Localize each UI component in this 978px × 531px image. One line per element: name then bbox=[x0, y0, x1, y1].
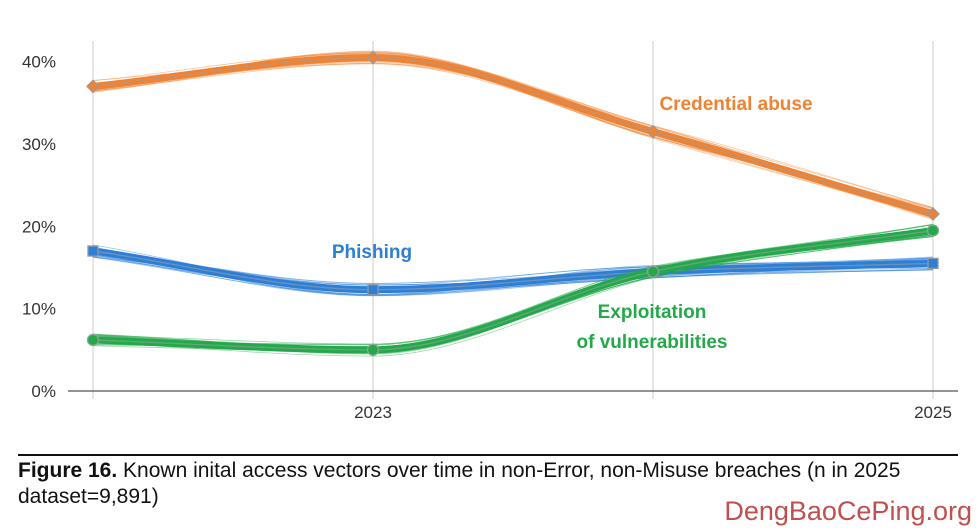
caption-text: Known inital access vectors over time in… bbox=[18, 459, 901, 508]
x-tick-label: 2023 bbox=[354, 403, 392, 422]
y-tick-label: 0% bbox=[31, 382, 56, 401]
uncertainty-line bbox=[92, 53, 934, 209]
uncertainty-line bbox=[92, 53, 934, 218]
uncertainty-line bbox=[92, 234, 934, 352]
series-phishing bbox=[87, 244, 939, 297]
series-line bbox=[89, 227, 937, 354]
series-exploitation-of-vulnerabilities bbox=[86, 223, 940, 357]
series-label: Phishing bbox=[332, 242, 412, 263]
data-point bbox=[646, 265, 660, 278]
x-tick-label: 2025 bbox=[914, 403, 952, 422]
data-point bbox=[366, 343, 380, 356]
y-tick-label: 40% bbox=[22, 53, 56, 72]
uncertainty-line bbox=[92, 233, 934, 352]
uncertainty-line bbox=[92, 236, 934, 349]
series-label: Exploitation bbox=[598, 302, 707, 323]
uncertainty-line bbox=[92, 52, 934, 213]
uncertainty-line bbox=[92, 235, 934, 350]
data-point bbox=[927, 257, 939, 270]
y-tick-label: 10% bbox=[22, 300, 56, 319]
data-point bbox=[926, 224, 940, 237]
data-point bbox=[86, 333, 100, 347]
uncertainty-line bbox=[92, 51, 934, 217]
series-label: of vulnerabilities bbox=[577, 332, 728, 353]
data-point bbox=[87, 245, 99, 257]
uncertainty-line bbox=[92, 52, 934, 218]
figure-caption: Figure 16. Known inital access vectors o… bbox=[18, 458, 963, 510]
data-point bbox=[86, 79, 100, 94]
series-lines bbox=[86, 50, 940, 357]
axis: 0% 10% 20% 30% 40% 2023 2025 bbox=[22, 53, 958, 422]
figure-label: Figure 16. bbox=[18, 459, 118, 482]
uncertainty-line bbox=[92, 236, 934, 348]
data-point bbox=[926, 207, 940, 221]
series-labels: Credential abuse Phishing Exploitation of v… bbox=[332, 94, 813, 353]
data-point bbox=[646, 124, 660, 139]
uncertainty-line bbox=[92, 52, 934, 216]
series-line-center bbox=[92, 250, 934, 291]
watermark: DengBaoCePing.org bbox=[724, 496, 972, 526]
y-tick-label: 20% bbox=[22, 217, 56, 236]
uncertainty-line bbox=[92, 236, 934, 354]
data-point bbox=[367, 284, 379, 296]
data-point bbox=[366, 50, 380, 65]
series-line-center bbox=[92, 229, 934, 351]
series-credential-abuse bbox=[86, 50, 940, 221]
series-label: Credential abuse bbox=[659, 94, 812, 115]
caption-divider bbox=[18, 454, 958, 456]
series-line-center bbox=[92, 56, 934, 215]
uncertainty-line bbox=[92, 52, 934, 215]
uncertainty-line bbox=[92, 50, 934, 218]
y-tick-label: 30% bbox=[22, 135, 56, 154]
uncertainty-line bbox=[92, 255, 934, 297]
chart: 0% 10% 20% 30% 40% 2023 2025 Credential abuse P… bbox=[22, 41, 958, 422]
